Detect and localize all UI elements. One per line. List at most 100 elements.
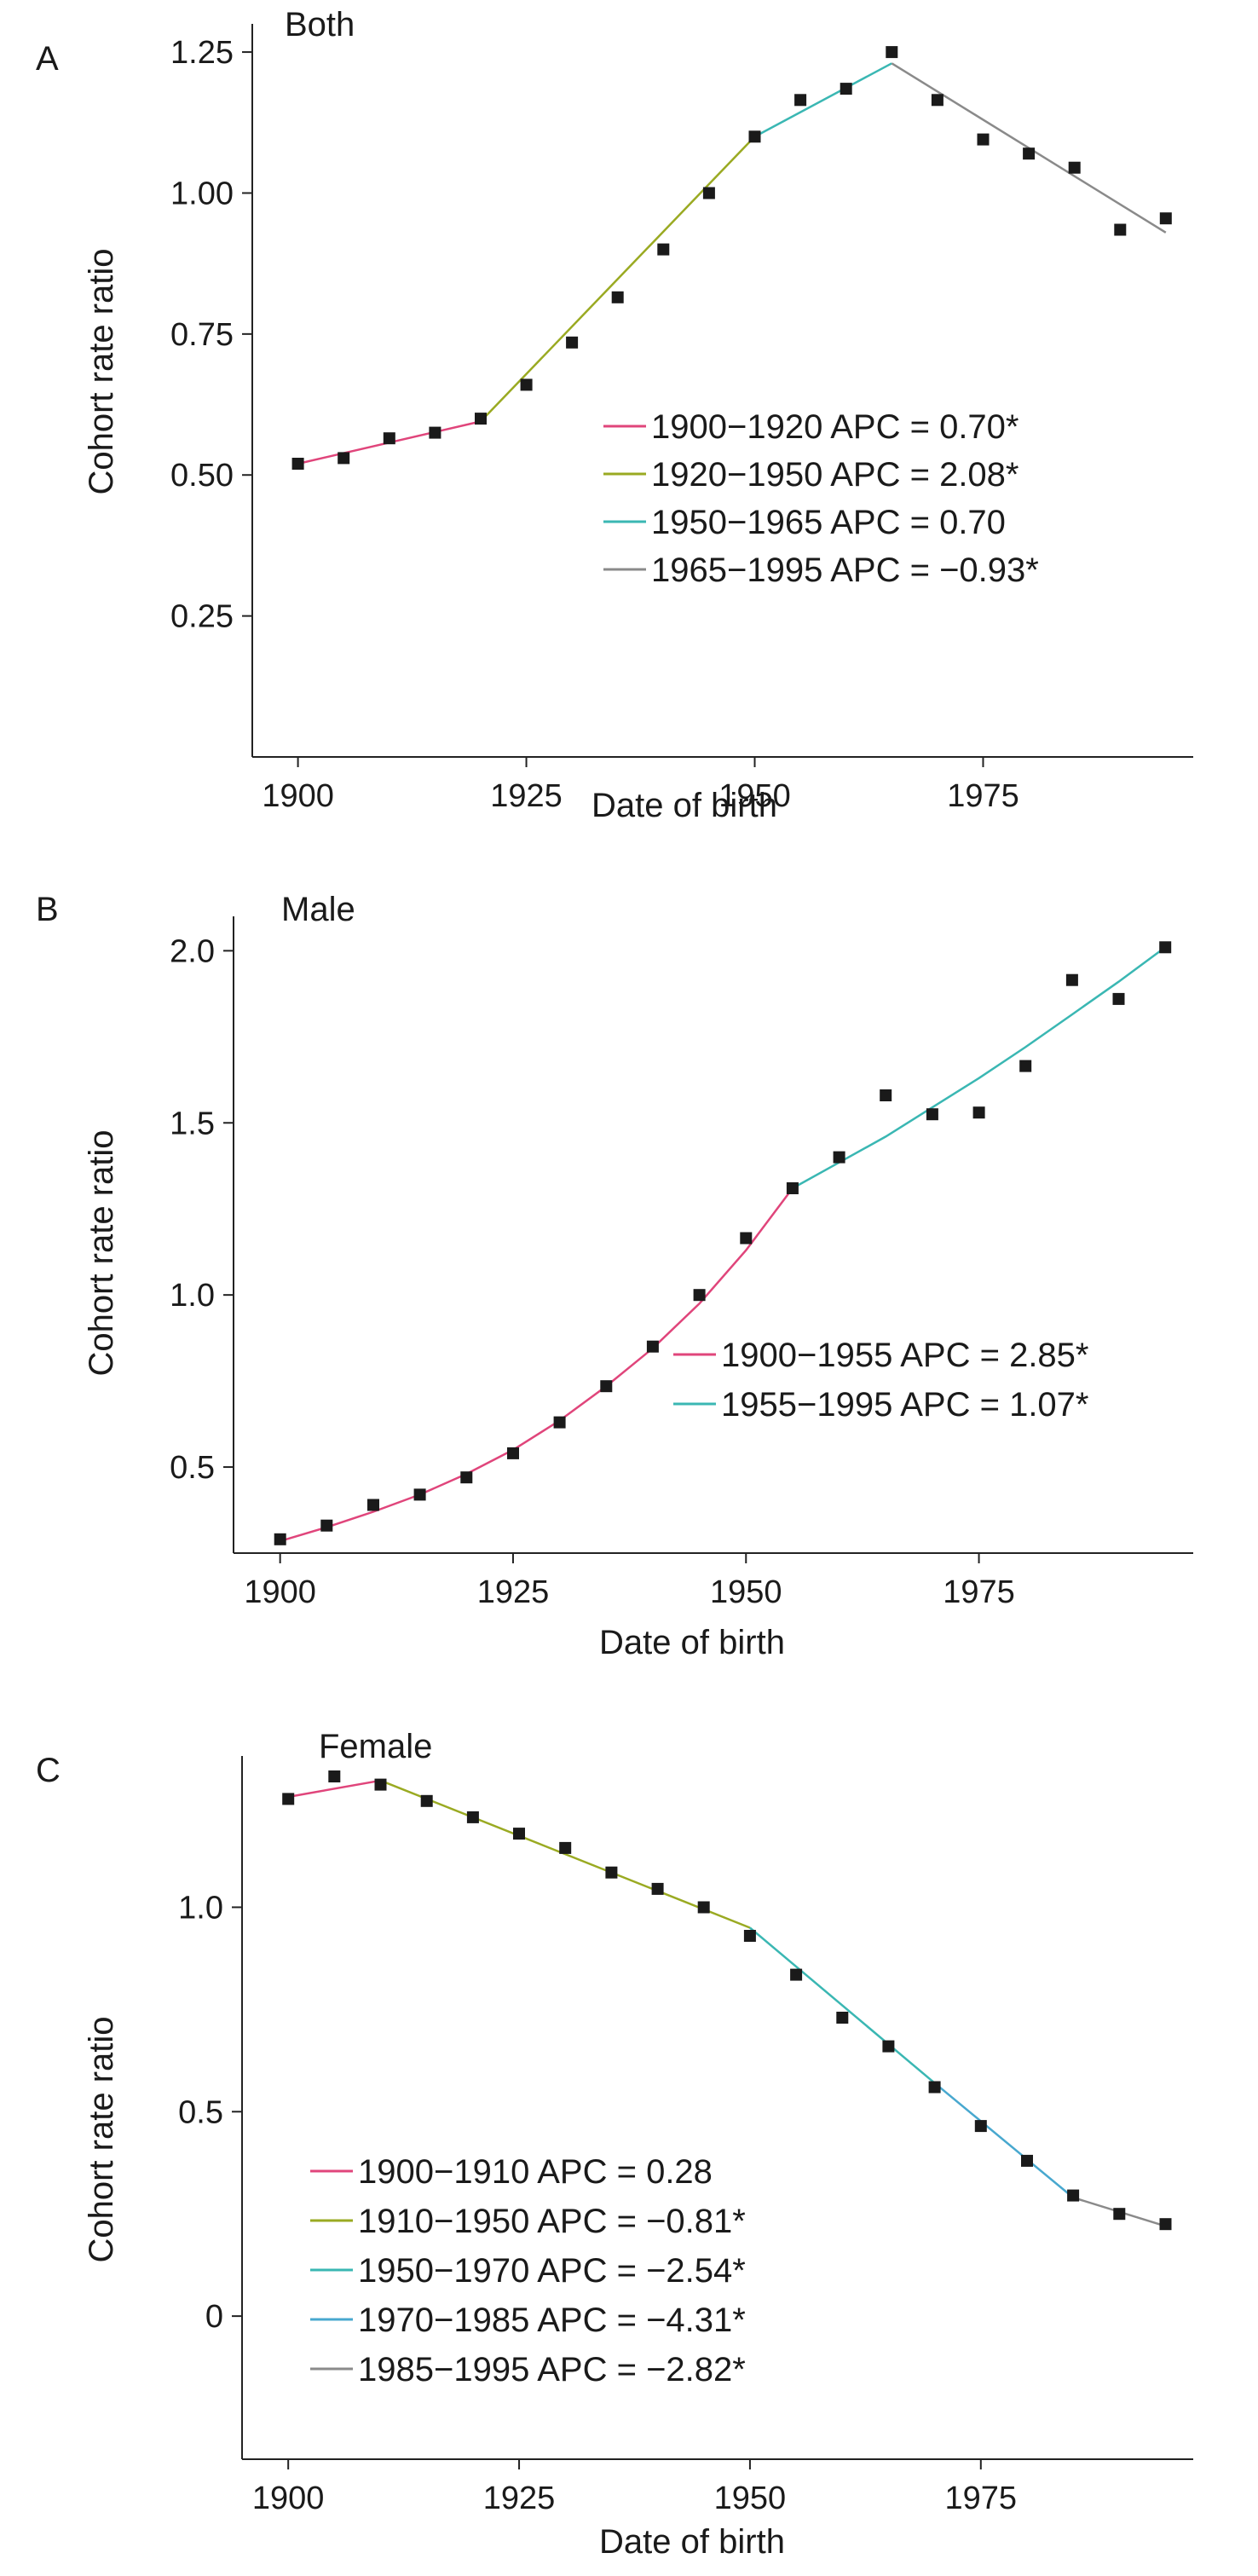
data-point (1112, 992, 1125, 1005)
data-point (748, 130, 761, 143)
data-point (693, 1289, 706, 1302)
y-tick-label: 1.25 (170, 35, 234, 71)
data-point (611, 291, 624, 303)
legend-entry: 1920−1950 APC = 2.08* (651, 456, 1019, 494)
data-point (413, 1488, 426, 1501)
x-tick-label: 1925 (490, 778, 563, 814)
data-point (513, 1828, 525, 1840)
y-tick-label: 0.5 (178, 2094, 223, 2130)
data-point (274, 1533, 286, 1545)
legend-entry: 1900−1920 APC = 0.70* (651, 408, 1019, 446)
y-tick-label: 1.0 (170, 1278, 215, 1314)
data-point (466, 1811, 479, 1823)
data-point (320, 1519, 333, 1532)
data-point (790, 1968, 803, 1981)
data-points (282, 1770, 1172, 2231)
data-point (743, 1930, 756, 1942)
data-point (1019, 1060, 1032, 1072)
data-point (1159, 212, 1172, 225)
data-point (475, 413, 487, 425)
data-point (383, 432, 395, 445)
data-point (460, 1471, 473, 1484)
data-point (1067, 2189, 1080, 2202)
fit-line-segment (280, 1187, 793, 1543)
data-point (282, 1793, 295, 1805)
panel-title-male: Male (281, 891, 355, 928)
fit-line-segment (749, 1926, 936, 2084)
data-point (646, 1340, 659, 1353)
data-point (836, 2012, 849, 2024)
x-axis-label: Date of birth (599, 1624, 785, 1661)
data-points (274, 941, 1172, 1545)
data-point (1159, 2218, 1172, 2231)
axes: 1900 1925 1950 1975 0 0.5 1.0 (178, 1756, 1193, 2516)
x-tick-label: 1950 (714, 2481, 787, 2516)
data-point (880, 1089, 892, 1101)
fit-line-segment (792, 946, 1166, 1190)
data-point (794, 94, 807, 107)
data-point (926, 1108, 938, 1121)
legend-entry: 1965−1995 APC = −0.93* (651, 552, 1039, 589)
y-tick-label: 0.75 (170, 317, 234, 353)
data-point (429, 426, 441, 439)
data-point (972, 1106, 985, 1119)
data-point (886, 46, 898, 59)
x-tick-label: 1975 (945, 2481, 1018, 2516)
axes: 1900 1925 1950 1975 0.25 0.50 0.75 1.00 1.25 (170, 24, 1193, 814)
y-tick-label: 2.0 (170, 933, 215, 969)
x-tick-label: 1925 (483, 2481, 556, 2516)
fit-line-segment (480, 136, 756, 423)
data-point (974, 2120, 987, 2133)
legend: 1900−1955 APC = 2.85* 1955−1995 APC = 1.0… (673, 1337, 1088, 1424)
data-point (651, 1882, 664, 1895)
x-tick-label: 1900 (262, 778, 334, 814)
x-tick-label: 1900 (252, 2481, 325, 2516)
x-tick-label: 1975 (943, 1574, 1015, 1610)
data-point (1114, 223, 1127, 236)
data-points (291, 46, 1172, 470)
data-point (367, 1499, 379, 1511)
legend-entry: 1910−1950 APC = −0.81* (358, 2203, 746, 2240)
fit-line-segment (380, 1779, 751, 1929)
data-point (833, 1151, 845, 1164)
y-axis-label: Cohort rate ratio (83, 1129, 120, 1376)
x-tick-label: 1950 (710, 1574, 782, 1610)
data-point (977, 133, 990, 146)
x-tick-label: 1950 (718, 778, 791, 814)
y-tick-label: 0 (205, 2299, 223, 2335)
y-tick-label: 0.50 (170, 458, 234, 494)
x-tick-label: 1925 (477, 1574, 550, 1610)
data-point (697, 1901, 710, 1914)
fit-line-segment (753, 62, 892, 138)
panel-a: A Both Cohort rate ratio Date of birth 1… (36, 6, 1193, 824)
data-point (1159, 941, 1172, 954)
data-point (1068, 161, 1081, 174)
axes: 1900 1925 1950 1975 0.5 1.0 1.5 2.0 (170, 916, 1193, 1610)
x-tick-label: 1975 (947, 778, 1019, 814)
data-point (420, 1794, 433, 1807)
y-tick-label: 1.5 (170, 1106, 215, 1141)
data-point (702, 187, 715, 199)
data-point (840, 83, 852, 95)
y-tick-label: 1.00 (170, 176, 234, 211)
y-tick-label: 0.5 (170, 1450, 215, 1486)
y-axis-label: Cohort rate ratio (83, 248, 120, 494)
panel-b: B Male Cohort rate ratio Date of birth 1… (36, 891, 1193, 1661)
legend-entry: 1950−1965 APC = 0.70 (651, 504, 1006, 541)
data-point (786, 1182, 799, 1194)
data-point (559, 1841, 572, 1854)
data-point (291, 458, 304, 470)
panel-title-female: Female (319, 1728, 432, 1765)
data-point (338, 452, 350, 465)
data-point (657, 243, 670, 256)
fit-lines (280, 946, 1166, 1543)
legend-entry: 1970−1985 APC = −4.31* (358, 2302, 746, 2339)
y-tick-label: 0.25 (170, 599, 234, 635)
legend-entry: 1900−1955 APC = 2.85* (721, 1337, 1088, 1374)
y-tick-label: 1.0 (178, 1890, 223, 1926)
legend-entry: 1955−1995 APC = 1.07* (721, 1386, 1088, 1424)
data-point (507, 1447, 519, 1459)
data-point (328, 1770, 341, 1782)
legend-entry: 1900−1910 APC = 0.28 (358, 2153, 713, 2191)
